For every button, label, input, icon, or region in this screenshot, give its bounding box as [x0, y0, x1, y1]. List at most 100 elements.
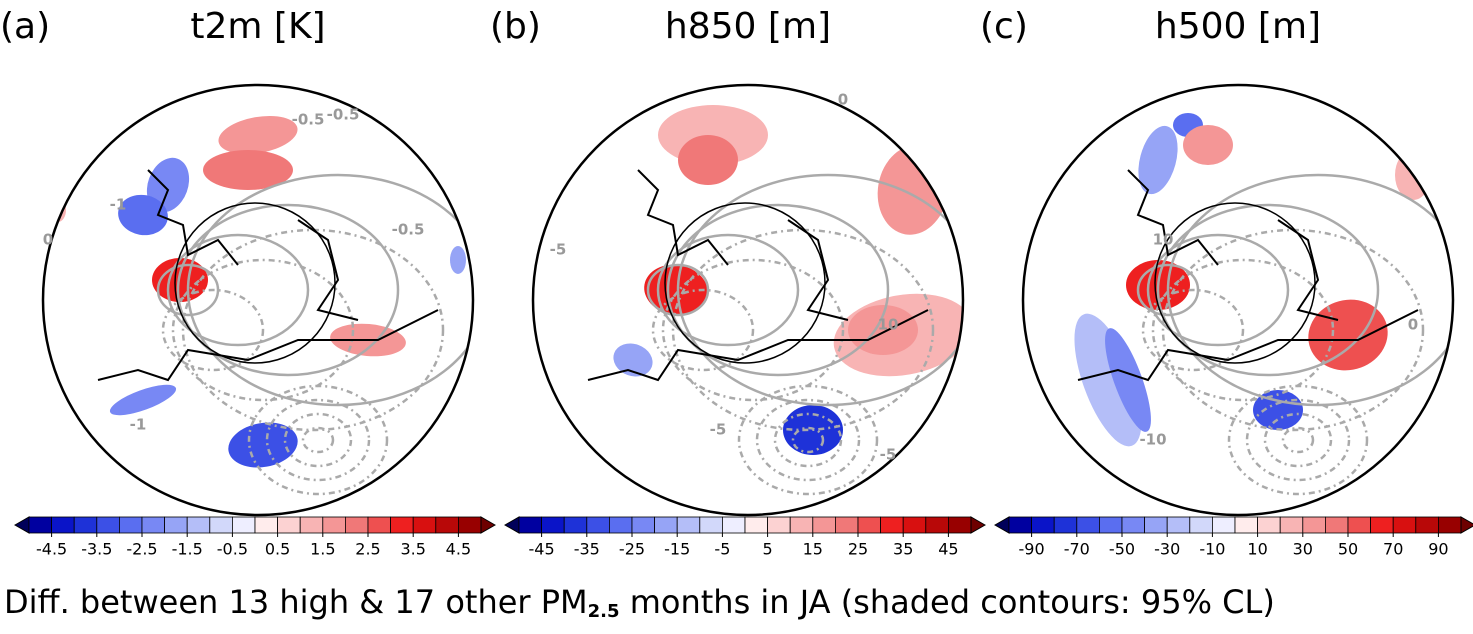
contour-line: [646, 263, 710, 317]
panel-label: (a): [0, 6, 50, 47]
colorbar-box: [1076, 516, 1100, 534]
colorbar-box: [254, 516, 279, 534]
contour-line: [676, 173, 963, 407]
colorbar-box: [654, 516, 678, 534]
contour-line: [1146, 233, 1290, 347]
contour-line: [661, 258, 845, 402]
colorbar-box: [119, 516, 143, 534]
contour-line: [171, 258, 355, 402]
contour-label: -5: [550, 241, 567, 259]
colorbar-box: [141, 516, 166, 534]
contour-line: [166, 233, 310, 347]
colorbar-tick-label: 2.5: [355, 540, 380, 559]
colorbar-box: [835, 516, 859, 534]
colorbar-box: [1212, 516, 1236, 534]
contour-line: [1151, 258, 1335, 402]
colorbar-box: [322, 516, 346, 534]
map-border: [41, 83, 475, 517]
colorbar-box: [902, 516, 927, 534]
colorbar-tick-label: -50: [1109, 540, 1135, 559]
colorbar-tick-label: 10: [1247, 540, 1267, 559]
anomaly-patch: [228, 422, 298, 468]
colorbar-box: [789, 516, 814, 534]
colorbar-box: [1053, 516, 1078, 534]
colorbar-box: [1257, 516, 1281, 534]
colorbar-extend: [970, 516, 987, 534]
colorbar-box: [1302, 516, 1326, 534]
panel-label: (b): [490, 6, 541, 47]
contour-line: [176, 203, 400, 377]
colorbar-tick-label: -3.5: [81, 540, 112, 559]
colorbar-box: [609, 516, 633, 534]
colorbar-tick-label: -25: [619, 540, 645, 559]
colorbar-box: [186, 516, 211, 534]
colorbar-tick-label: 35: [893, 540, 913, 559]
colorbar-box: [1144, 516, 1168, 534]
contour-label: -0.5: [292, 111, 325, 129]
latitude-circle: [1154, 202, 1316, 364]
contour-label: -1: [130, 416, 147, 434]
contour-line: [671, 228, 935, 432]
colorbar-tick-label: -90: [1019, 540, 1045, 559]
colorbar-tick-label: -15: [664, 540, 690, 559]
colorbar-box: [299, 516, 324, 534]
map-panel: 10 -10 0 (c) h500 [m] -90 -70 -50 -30 -10 10 30 50 70…: [980, 6, 1473, 559]
colorbar-box: [412, 516, 437, 534]
colorbar-box: [73, 516, 98, 534]
colorbar-box: [744, 516, 769, 534]
colorbar-box: [1121, 516, 1146, 534]
colorbar-box: [925, 516, 949, 534]
colorbar-box: [857, 516, 882, 534]
contour-label: 10: [1153, 231, 1174, 249]
map-border: [531, 83, 965, 517]
anomaly-patch: [118, 194, 168, 236]
colorbar-box: [1279, 516, 1304, 534]
contour-label: 0: [838, 91, 848, 109]
anomaly-patch: [109, 384, 177, 416]
colorbar-box: [344, 516, 369, 534]
colorbar-box: [631, 516, 656, 534]
anomaly-patch: [1253, 390, 1303, 430]
contour-line: [265, 398, 371, 482]
colorbar-box: [1438, 516, 1462, 534]
colorbar-tick-label: 3.5: [400, 540, 425, 559]
colorbar-box: [1031, 516, 1055, 534]
anomaly-patch: [613, 343, 653, 377]
colorbar-box: [586, 516, 610, 534]
colorbar-extend: [13, 516, 30, 534]
anomaly-patch: [203, 150, 293, 190]
map-content: [1074, 113, 1453, 496]
colorbar-tick-label: 4.5: [446, 540, 471, 559]
colorbar-box: [1008, 516, 1033, 534]
contour-label: -5: [710, 421, 727, 439]
colorbar-box: [541, 516, 565, 534]
contour-line: [301, 426, 335, 454]
colorbar-box: [676, 516, 701, 534]
anomaly-patch: [218, 115, 298, 155]
contour-line: [1227, 384, 1369, 496]
colorbar-tick-label: -4.5: [36, 540, 67, 559]
colorbar-tick-label: -30: [1154, 540, 1180, 559]
contour-label: -0.5: [392, 221, 425, 239]
caption-subscript: 2.5: [588, 601, 620, 622]
anomaly-patch: [678, 135, 738, 185]
panel-title: h500 [m]: [1155, 6, 1321, 47]
contour-label: -0.5: [327, 106, 360, 124]
colorbar-tick-label: -0.5: [217, 540, 248, 559]
contour-line: [161, 288, 265, 372]
colorbar-box: [1370, 516, 1394, 534]
contour-line: [1281, 426, 1315, 454]
caption-text: months in JA (shaded contours: 95% CL): [620, 583, 1275, 621]
colorbar-tick-label: 45: [938, 540, 958, 559]
colorbar-box: [699, 516, 723, 534]
contour-label: 0: [1408, 316, 1418, 334]
colorbar-box: [880, 516, 904, 534]
colorbar-box: [1189, 516, 1213, 534]
contour-label: 0: [43, 231, 53, 249]
colorbar-tick-label: 5: [763, 540, 773, 559]
colorbar-box: [1347, 516, 1372, 534]
contour-line: [247, 384, 389, 496]
panel-title: h850 [m]: [665, 6, 831, 47]
contour-line: [1141, 288, 1245, 372]
